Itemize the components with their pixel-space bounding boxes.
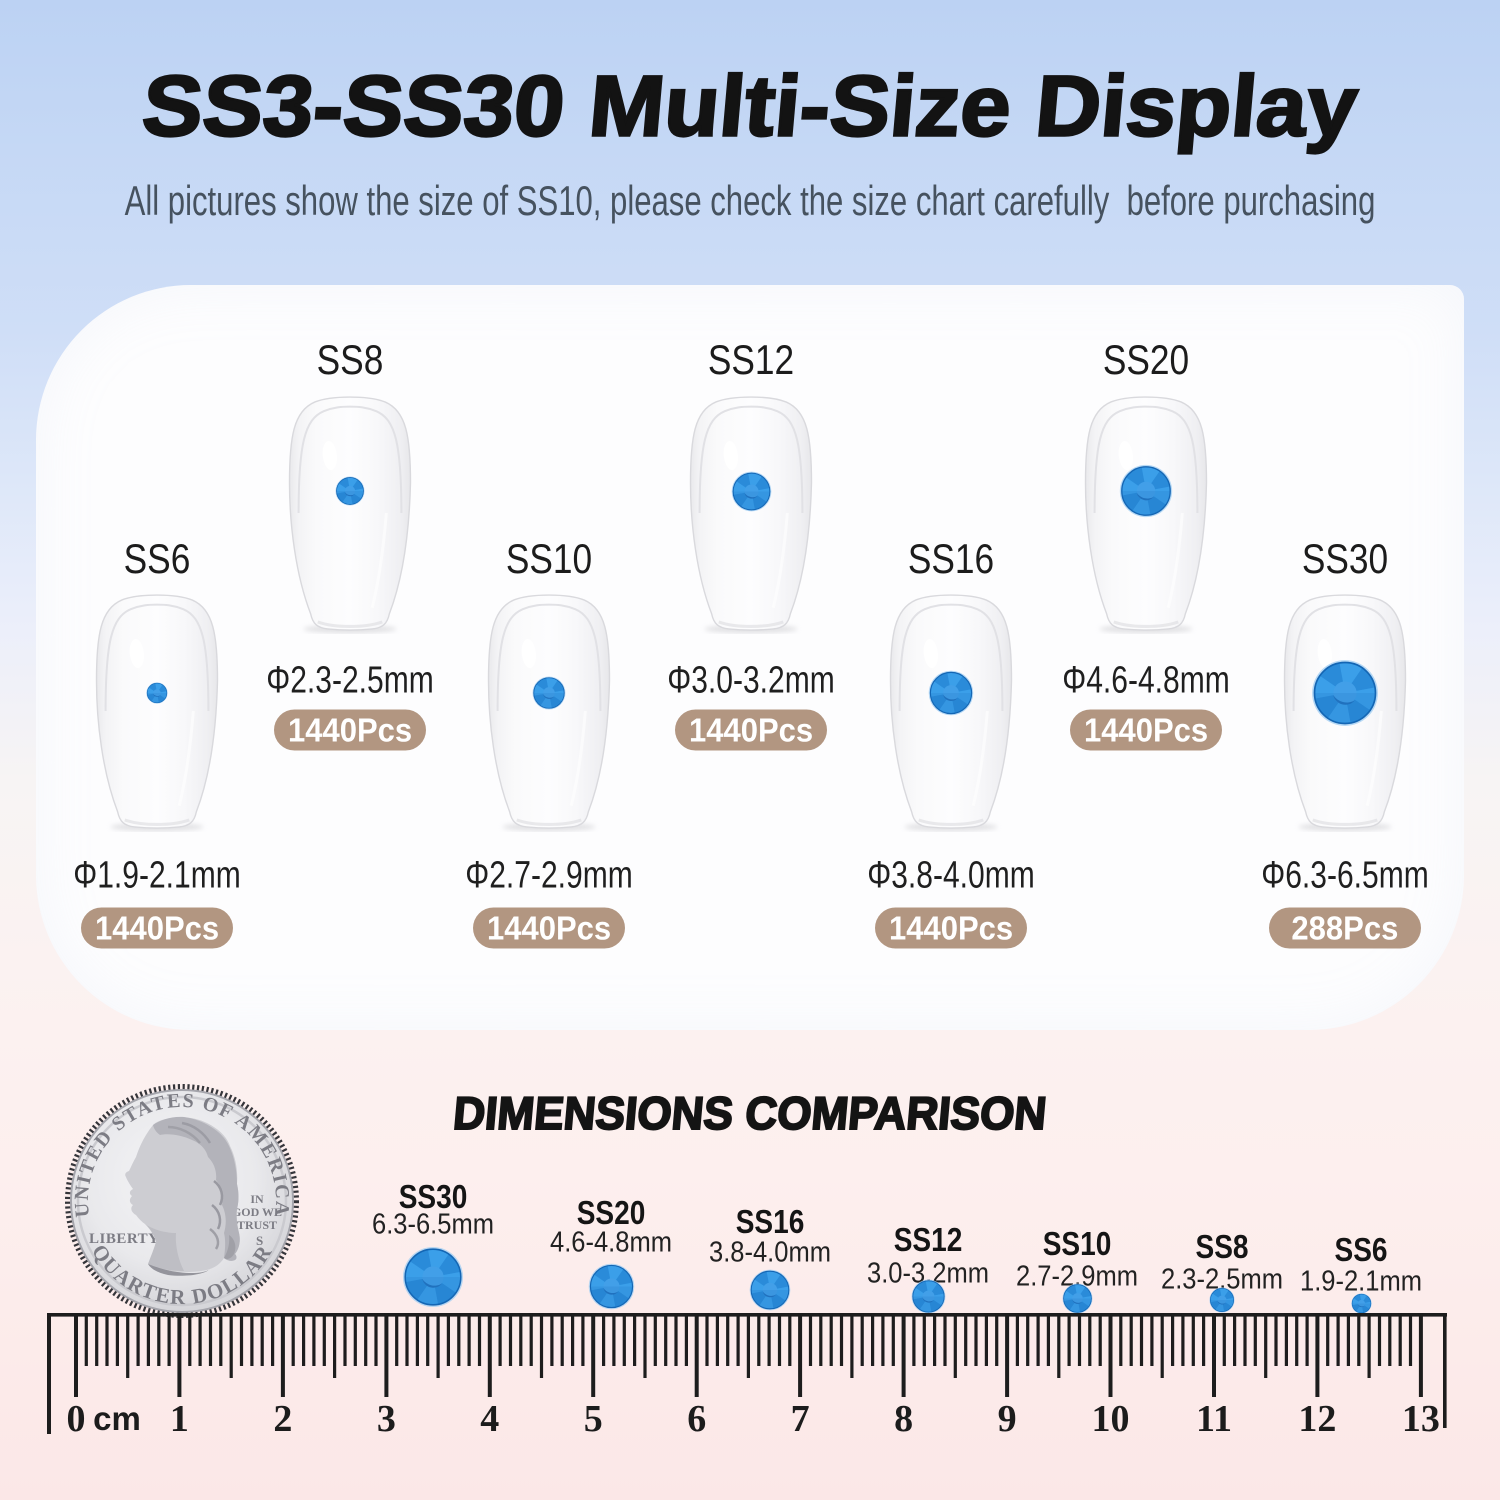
svg-text:3: 3 bbox=[377, 1398, 396, 1440]
svg-text:4: 4 bbox=[480, 1398, 499, 1440]
svg-text:13: 13 bbox=[1402, 1398, 1440, 1440]
svg-text:9: 9 bbox=[998, 1398, 1017, 1440]
svg-text:6: 6 bbox=[687, 1398, 706, 1440]
svg-text:7: 7 bbox=[791, 1398, 810, 1440]
svg-text:12: 12 bbox=[1298, 1398, 1336, 1440]
svg-text:11: 11 bbox=[1196, 1398, 1232, 1440]
svg-text:LIBERTY: LIBERTY bbox=[89, 1231, 160, 1247]
svg-text:IN: IN bbox=[250, 1192, 264, 1206]
svg-text:S: S bbox=[256, 1233, 263, 1248]
svg-text:GOD WE: GOD WE bbox=[232, 1205, 282, 1219]
svg-text:2: 2 bbox=[273, 1398, 292, 1440]
svg-text:10: 10 bbox=[1092, 1398, 1130, 1440]
svg-text:TRUST: TRUST bbox=[237, 1218, 277, 1232]
svg-text:0: 0 bbox=[67, 1398, 86, 1440]
svg-text:8: 8 bbox=[894, 1398, 913, 1440]
svg-text:cm: cm bbox=[93, 1400, 141, 1437]
svg-text:5: 5 bbox=[584, 1398, 603, 1440]
svg-text:1: 1 bbox=[170, 1398, 189, 1440]
